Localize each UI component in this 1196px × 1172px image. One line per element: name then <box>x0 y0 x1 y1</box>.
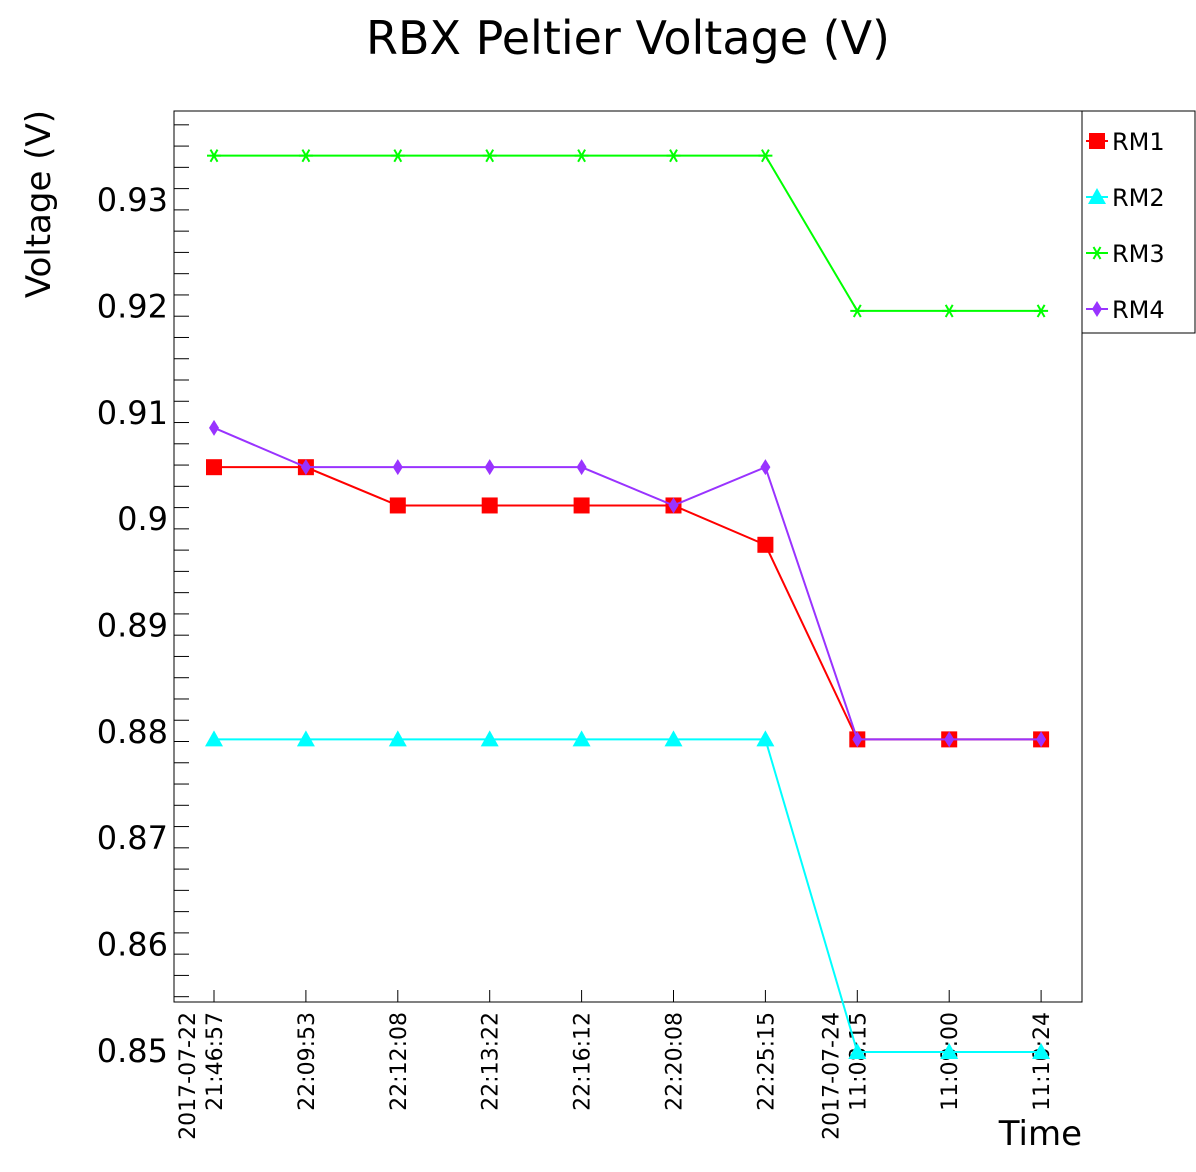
data-point <box>944 731 955 748</box>
data-point <box>1036 731 1047 748</box>
data-point <box>666 149 681 163</box>
star-stroke <box>485 149 495 163</box>
legend-item-rm4: RM4 <box>1086 296 1165 324</box>
data-point <box>389 497 406 514</box>
x-tick-label: 22:20:08 <box>663 1012 688 1111</box>
data-point <box>848 1042 867 1059</box>
x-axis: 2017-07-22 21:46:57 22:09:53 22:12:08 22:13:… <box>176 990 1055 1140</box>
data-point <box>481 497 498 514</box>
legend-marker <box>1089 133 1105 149</box>
data-point <box>484 459 495 476</box>
y-tick-label: 0.87 <box>97 819 168 857</box>
y-tick-label: 0.93 <box>97 181 168 219</box>
data-point <box>480 730 499 747</box>
star-stroke <box>669 149 678 163</box>
series-rm3 <box>207 149 1049 318</box>
data-point <box>390 149 405 163</box>
data-point <box>664 730 683 747</box>
series-line <box>214 466 1042 741</box>
data-point <box>209 419 219 436</box>
y-axis-label: Voltage (V) <box>19 110 59 298</box>
data-point <box>668 497 679 514</box>
x-tick-label: 22:13:22 <box>479 1012 504 1111</box>
legend-label: RM4 <box>1112 296 1165 324</box>
x-tick-label: 22:09:53 <box>295 1012 320 1111</box>
legend-item-rm3: RM3 <box>1086 240 1165 268</box>
data-point <box>572 730 591 747</box>
legend-label: RM2 <box>1112 184 1165 212</box>
series-layer <box>205 149 1051 1059</box>
y-tick-label: 0.89 <box>97 607 168 645</box>
data-point <box>573 497 590 514</box>
y-tick-label: 0.9 <box>117 500 168 538</box>
legend-item-rm2: RM2 <box>1086 184 1165 212</box>
legend-marker <box>1090 246 1104 260</box>
y-tick-label: 0.91 <box>97 394 168 432</box>
x-tick-label: 2017-07-24 <box>819 1012 844 1140</box>
data-point <box>205 730 223 747</box>
x-tick-label: 11:10:24 <box>1030 1012 1055 1111</box>
legend-label: RM1 <box>1112 128 1165 156</box>
x-tick-label: 22:25:15 <box>754 1012 779 1111</box>
data-point <box>1034 304 1049 318</box>
y-tick-label: 0.85 <box>97 1032 168 1070</box>
star-stroke <box>209 149 219 163</box>
data-point <box>942 304 957 318</box>
series-rm4 <box>209 419 1047 748</box>
x-tick-label: 21:46:57 <box>203 1012 228 1111</box>
y-tick-label: 0.86 <box>97 926 168 964</box>
data-point <box>207 149 221 163</box>
legend-marker <box>1088 188 1106 204</box>
series-rm2 <box>205 730 1051 1059</box>
data-point <box>574 149 589 163</box>
y-tick-label: 0.92 <box>97 288 168 326</box>
data-point <box>296 730 315 747</box>
data-point <box>852 731 863 748</box>
star-stroke <box>944 304 954 318</box>
data-point <box>392 459 403 476</box>
legend-label: RM3 <box>1112 240 1165 268</box>
star-stroke <box>393 149 403 163</box>
data-point <box>850 304 865 318</box>
series-line <box>214 154 1042 312</box>
x-axis-label: Time <box>998 1114 1082 1154</box>
data-point <box>1032 1042 1051 1059</box>
star-stroke <box>577 149 586 163</box>
data-point <box>298 149 313 163</box>
legend-marker <box>1092 301 1102 317</box>
data-point <box>760 459 771 476</box>
data-point <box>300 459 311 476</box>
star-stroke <box>1036 304 1046 318</box>
data-point <box>757 536 774 553</box>
star-stroke <box>761 149 770 163</box>
data-point <box>756 730 775 747</box>
series-rm1 <box>206 459 1050 748</box>
data-point <box>206 459 222 476</box>
series-line <box>213 426 1042 741</box>
star-stroke <box>1092 246 1102 260</box>
data-point <box>482 149 497 163</box>
data-point <box>388 730 407 747</box>
data-point <box>940 1042 959 1059</box>
chart-title: RBX Peltier Voltage (V) <box>366 11 890 65</box>
legend-item-rm1: RM1 <box>1086 128 1165 156</box>
star-stroke <box>301 149 311 163</box>
plot-frame <box>173 110 1083 1003</box>
series-line <box>214 738 1042 1053</box>
data-point <box>758 149 773 163</box>
y-tick-label: 0.88 <box>97 713 168 751</box>
x-tick-label: 22:16:12 <box>571 1012 596 1111</box>
data-point <box>576 459 587 476</box>
legend: RM1 RM2 RM3 RM4 <box>1081 110 1196 334</box>
star-stroke <box>852 304 862 318</box>
x-tick-label: 2017-07-22 <box>176 1012 201 1140</box>
y-axis: 0.85 0.86 0.87 0.88 0.89 0.9 0.91 0.92 0.93 <box>97 124 189 1070</box>
x-tick-label: 22:12:08 <box>387 1012 412 1111</box>
x-tick-label: 11:09:00 <box>938 1012 963 1111</box>
